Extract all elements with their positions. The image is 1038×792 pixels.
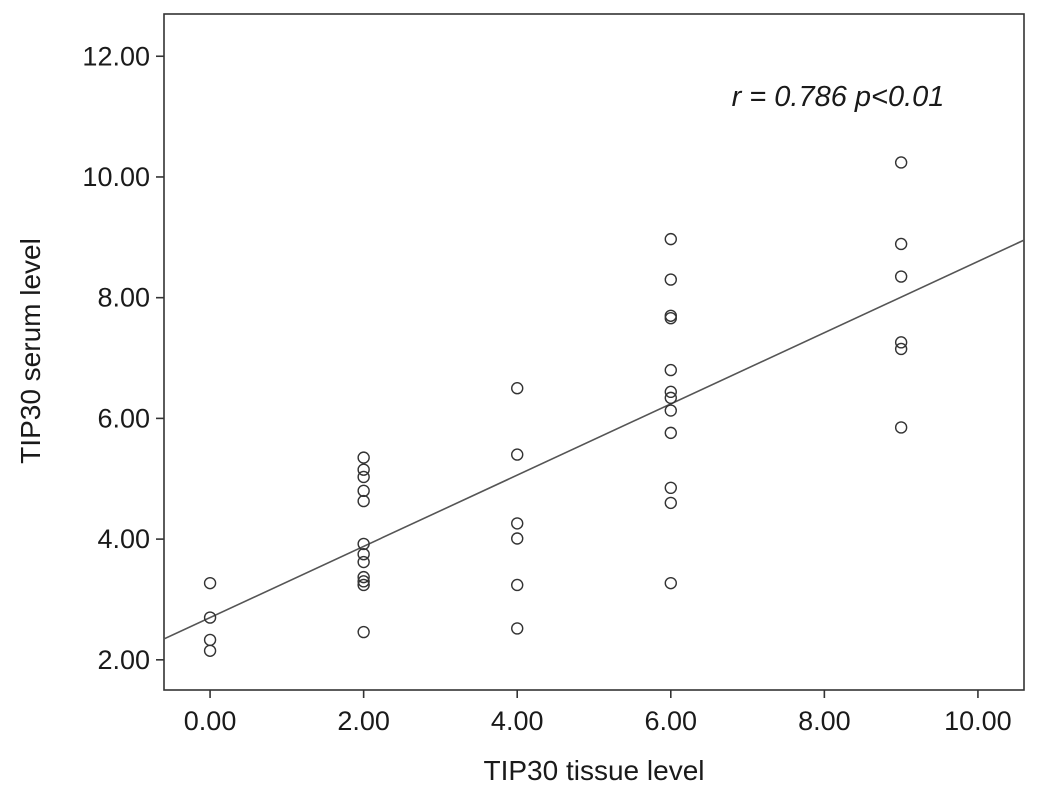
data-point (203, 576, 217, 590)
y-tick-label: 12.00 (82, 41, 150, 71)
data-point (357, 578, 370, 592)
data-point (894, 237, 908, 251)
x-axis-title: TIP30 tissue level (484, 755, 705, 786)
x-tick-label: 10.00 (944, 706, 1012, 736)
data-point (357, 470, 370, 484)
data-point (664, 496, 677, 510)
data-point (357, 625, 370, 639)
x-tick-label: 0.00 (184, 706, 237, 736)
data-point (203, 611, 217, 624)
data-point (203, 633, 217, 647)
y-tick-label: 6.00 (97, 403, 150, 433)
data-point (511, 517, 524, 530)
data-point (894, 156, 908, 169)
data-point (664, 385, 677, 399)
data-point (664, 404, 677, 417)
data-point (357, 575, 370, 588)
data-point (357, 547, 370, 561)
data-point (664, 232, 677, 246)
data-point (511, 578, 524, 592)
x-tick-label: 2.00 (337, 706, 390, 736)
data-point (894, 270, 908, 283)
data-point (511, 532, 524, 545)
data-point (511, 382, 524, 395)
data-points (203, 156, 908, 657)
data-point (894, 421, 908, 434)
data-point (357, 451, 370, 464)
x-tick-label: 8.00 (798, 706, 851, 736)
axes-frame (163, 13, 1025, 691)
data-point (511, 622, 524, 635)
correlation-annotation: r = 0.786 p<0.01 (732, 81, 945, 113)
data-point (664, 312, 677, 325)
y-axis-title: TIP30 serum level (15, 238, 46, 464)
data-point (357, 555, 370, 569)
data-point (894, 336, 908, 349)
data-point (664, 391, 677, 405)
data-point (664, 363, 677, 377)
data-point (894, 342, 908, 356)
x-tick-labels: 0.00 2.00 4.00 6.00 8.00 10.00 (184, 706, 1012, 736)
y-tick-label: 8.00 (97, 283, 150, 313)
data-point (664, 309, 677, 322)
data-point (511, 448, 524, 461)
y-tick-label: 2.00 (97, 645, 150, 675)
data-point (203, 644, 217, 657)
data-point (357, 463, 370, 476)
data-point (357, 484, 370, 498)
data-point (357, 494, 370, 508)
data-point (664, 481, 677, 495)
data-point (357, 570, 370, 584)
plot-frame (163, 13, 1025, 691)
y-tick-label: 10.00 (82, 162, 150, 192)
data-point (664, 426, 677, 440)
regression-line-group (163, 239, 1025, 640)
x-tick-label: 4.00 (491, 706, 544, 736)
y-tick-label: 4.00 (97, 524, 150, 554)
y-tick-labels: 2.00 4.00 6.00 8.00 10.00 12.00 (82, 41, 150, 675)
data-point (664, 576, 677, 590)
data-point (664, 273, 677, 286)
regression-line (163, 239, 1025, 640)
tick-marks (156, 55, 979, 698)
x-tick-label: 6.00 (645, 706, 698, 736)
data-point (357, 537, 370, 551)
